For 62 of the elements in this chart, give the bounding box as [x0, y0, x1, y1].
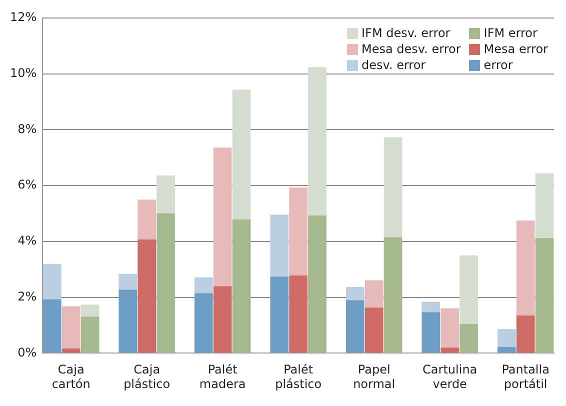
bar — [289, 276, 308, 353]
bar — [384, 237, 402, 353]
legend-label: desv. error — [362, 58, 426, 72]
legend-label: IFM desv. error — [362, 26, 450, 40]
y-tick-label: 0% — [18, 345, 37, 360]
bar — [364, 308, 384, 353]
y-tick-label: 8% — [18, 122, 37, 136]
bar — [497, 329, 516, 347]
bar — [535, 238, 554, 353]
bar — [42, 299, 62, 353]
bar — [308, 67, 326, 216]
bar — [535, 173, 554, 238]
legend-label: Mesa desv. error — [362, 42, 461, 56]
bar — [460, 324, 478, 353]
bar — [346, 287, 364, 300]
bar — [138, 240, 156, 353]
bar — [270, 276, 289, 353]
legend-label: Mesa error — [484, 42, 548, 56]
x-tick-label: Pantalla portátil — [502, 362, 550, 391]
bar — [42, 264, 62, 300]
legend-label: IFM error — [484, 26, 538, 40]
x-tick-label: Caja plástico — [124, 362, 170, 391]
y-tick-label: 2% — [18, 289, 37, 304]
bar — [346, 300, 364, 353]
bar — [308, 215, 326, 353]
bar — [62, 348, 80, 353]
x-tick-label: Papel normal — [353, 362, 396, 391]
y-tick-label: 6% — [18, 178, 37, 192]
bar — [289, 188, 308, 276]
bar — [118, 290, 138, 353]
y-tick-label: 4% — [18, 234, 37, 248]
y-tick-label: 12% — [10, 10, 37, 24]
bar — [516, 220, 535, 316]
bar — [213, 148, 232, 286]
y-tick-label: 10% — [10, 66, 37, 80]
bar — [364, 280, 384, 308]
bar — [62, 306, 80, 348]
bar — [194, 293, 213, 353]
legend-label: error — [484, 58, 513, 72]
bar — [80, 304, 100, 317]
bar — [516, 315, 535, 353]
bar — [232, 219, 251, 353]
bar — [497, 346, 516, 353]
bar — [194, 277, 213, 294]
bar — [118, 274, 138, 290]
bar — [440, 308, 460, 348]
bar — [460, 255, 478, 324]
bar — [384, 137, 402, 238]
bar — [422, 302, 440, 312]
x-tick-label: Caja cartón — [52, 362, 90, 391]
bar — [80, 316, 100, 353]
bar — [156, 213, 175, 353]
x-tick-label: Palét plástico — [275, 362, 322, 391]
bar — [422, 312, 440, 353]
bar — [270, 214, 289, 277]
bar — [232, 90, 251, 220]
bar — [213, 286, 232, 353]
bar — [156, 176, 175, 214]
bar — [440, 348, 460, 353]
bar — [138, 200, 156, 240]
x-tick-label: Palét madera — [199, 362, 246, 391]
x-tick-label: Cartulina verde — [422, 362, 478, 391]
